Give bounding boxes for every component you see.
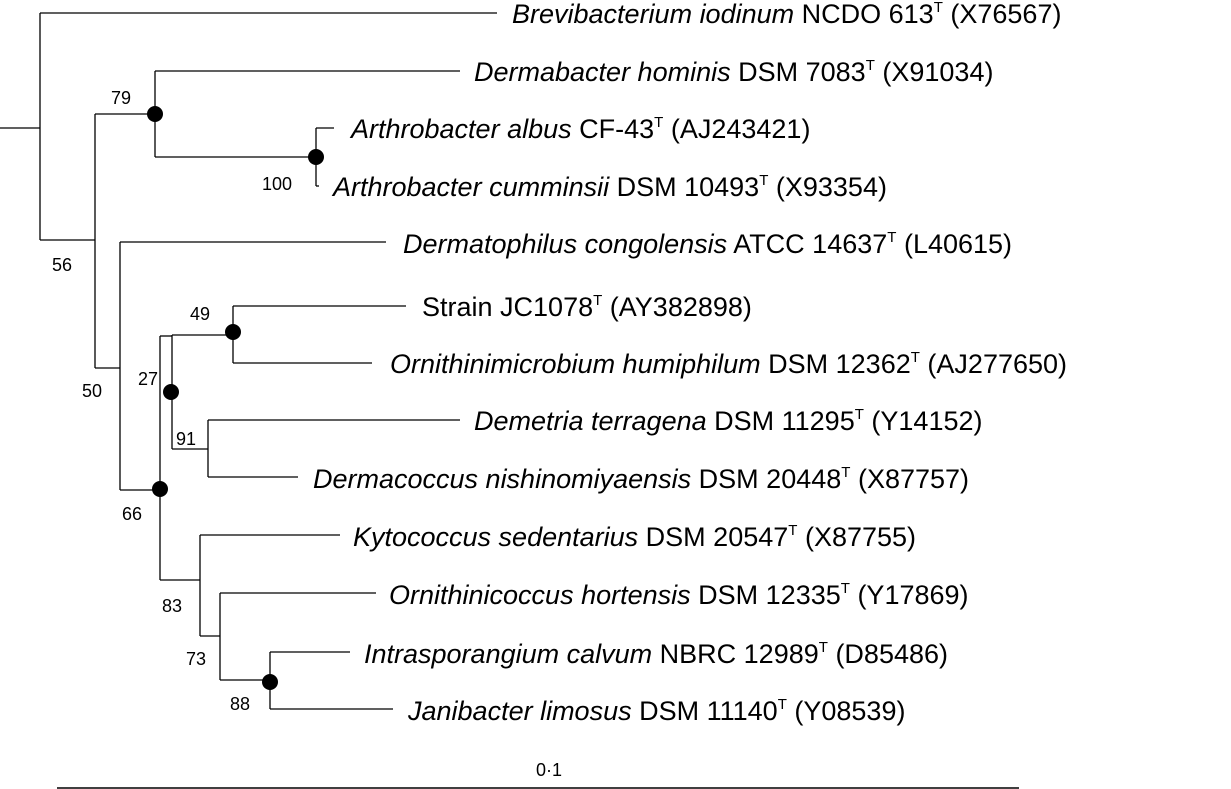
taxon-label-brevibacterium: Brevibacterium iodinum NCDO 613T (X76567… — [512, 0, 1061, 29]
taxon-name: Arthrobacter albus — [349, 114, 572, 144]
type-strain-mark: T — [841, 464, 850, 481]
scale-bar: 0·1 — [57, 760, 1019, 789]
taxon-strain: CF-43 — [579, 114, 654, 144]
taxon-name: Demetria terragena — [474, 406, 707, 436]
taxon-accession: (X87757) — [858, 464, 969, 494]
type-strain-mark: T — [759, 172, 768, 189]
taxon-label-ornithinimicrobium: Ornithinimicrobium humiphilum DSM 12362T… — [390, 349, 1067, 379]
taxon-accession: (AY382898) — [610, 292, 752, 322]
bootstrap-49: 49 — [190, 304, 210, 324]
taxon-strain: NCDO 613 — [802, 0, 934, 29]
bootstrap-27: 27 — [138, 369, 158, 389]
taxon-name: Ornithinicoccus hortensis — [389, 580, 691, 610]
type-strain-mark: T — [866, 57, 875, 74]
taxon-name: Ornithinimicrobium humiphilum — [390, 349, 761, 379]
taxon-strain: Strain JC1078 — [422, 292, 593, 322]
type-strain-mark: T — [855, 406, 864, 423]
tree-branches — [0, 12, 497, 710]
taxon-accession: (Y14152) — [871, 406, 982, 436]
scale-bar-label: 0·1 — [536, 760, 562, 780]
taxon-strain: DSM 12362 — [768, 349, 911, 379]
taxon-accession: (AJ243421) — [671, 114, 811, 144]
type-strain-mark: T — [593, 292, 602, 309]
taxon-label-dermacoccus: Dermacoccus nishinomiyaensis DSM 20448T … — [313, 464, 969, 494]
node-marker-79 — [147, 106, 163, 122]
taxon-accession: (X91034) — [882, 57, 993, 87]
bootstrap-73: 73 — [186, 649, 206, 669]
node-marker-100 — [308, 149, 324, 165]
taxon-label-janibacter: Janibacter limosus DSM 11140T (Y08539) — [407, 696, 905, 726]
node-marker-27 — [163, 384, 179, 400]
taxon-accession: (X76567) — [950, 0, 1061, 29]
taxon-strain: DSM 7083 — [738, 57, 866, 87]
bootstrap-100: 100 — [262, 174, 292, 194]
bootstrap-50: 50 — [82, 381, 102, 401]
taxon-strain: DSM 11140 — [639, 696, 778, 726]
node-marker-49 — [225, 324, 241, 340]
taxon-strain: DSM 20448 — [699, 464, 842, 494]
taxon-strain: DSM 10493 — [617, 172, 760, 202]
type-strain-mark: T — [788, 522, 797, 539]
type-strain-mark: T — [911, 349, 920, 366]
taxon-label-ornithinicoccus: Ornithinicoccus hortensis DSM 12335T (Y1… — [389, 580, 969, 610]
taxon-strain: DSM 20547 — [646, 522, 789, 552]
taxon-strain: NBRC 12989 — [660, 639, 819, 669]
bootstrap-91: 91 — [176, 429, 196, 449]
type-strain-mark: T — [841, 580, 850, 597]
taxon-name: Dermacoccus nishinomiyaensis — [313, 464, 691, 494]
taxon-strain: DSM 11295 — [714, 406, 855, 436]
taxon-strain: ATCC 14637 — [733, 229, 887, 259]
bootstrap-88: 88 — [230, 694, 250, 714]
taxon-name: Dermabacter hominis — [474, 57, 731, 87]
taxon-accession: (L40615) — [904, 229, 1012, 259]
taxon-accession: (AJ277650) — [927, 349, 1067, 379]
taxon-label-strain-jc1078: Strain JC1078T (AY382898) — [422, 292, 752, 322]
taxon-labels: Brevibacterium iodinum NCDO 613T (X76567… — [313, 0, 1067, 726]
type-strain-mark: T — [934, 0, 943, 16]
bootstrap-labels: 79 100 56 50 49 27 91 66 83 73 88 — [52, 88, 292, 714]
taxon-name: Janibacter limosus — [407, 696, 632, 726]
taxon-label-dermabacter: Dermabacter hominis DSM 7083T (X91034) — [474, 57, 993, 87]
taxon-accession: (X87755) — [805, 522, 916, 552]
taxon-label-kytococcus: Kytococcus sedentarius DSM 20547T (X8775… — [353, 522, 916, 552]
taxon-name: Dermatophilus congolensis — [403, 229, 727, 259]
taxon-accession: (Y17869) — [857, 580, 968, 610]
bootstrap-79: 79 — [111, 88, 131, 108]
node-marker-88 — [262, 674, 278, 690]
taxon-label-arthrobacter-cumminsii: Arthrobacter cumminsii DSM 10493T (X9335… — [331, 172, 887, 202]
taxon-label-dermatophilus: Dermatophilus congolensis ATCC 14637T (L… — [403, 229, 1012, 259]
taxon-name: Kytococcus sedentarius — [353, 522, 638, 552]
taxon-label-arthrobacter-albus: Arthrobacter albus CF-43T (AJ243421) — [349, 114, 810, 144]
type-strain-mark: T — [778, 696, 787, 713]
node-marker-66 — [152, 481, 168, 497]
taxon-accession: (Y08539) — [794, 696, 905, 726]
taxon-name: Brevibacterium iodinum — [512, 0, 794, 29]
type-strain-mark: T — [887, 229, 896, 246]
taxon-label-demetria: Demetria terragena DSM 11295T (Y14152) — [474, 406, 982, 436]
taxon-name: Arthrobacter cumminsii — [331, 172, 610, 202]
taxon-strain: DSM 12335 — [698, 580, 841, 610]
taxon-accession: (X93354) — [776, 172, 887, 202]
type-strain-mark: T — [654, 114, 663, 131]
type-strain-mark: T — [819, 639, 828, 656]
taxon-accession: (D85486) — [835, 639, 948, 669]
taxon-label-intrasporangium: Intrasporangium calvum NBRC 12989T (D854… — [364, 639, 948, 669]
bootstrap-56: 56 — [52, 255, 72, 275]
taxon-name: Intrasporangium calvum — [364, 639, 652, 669]
bootstrap-83: 83 — [162, 596, 182, 616]
node-markers — [147, 106, 324, 690]
bootstrap-66: 66 — [122, 504, 142, 524]
